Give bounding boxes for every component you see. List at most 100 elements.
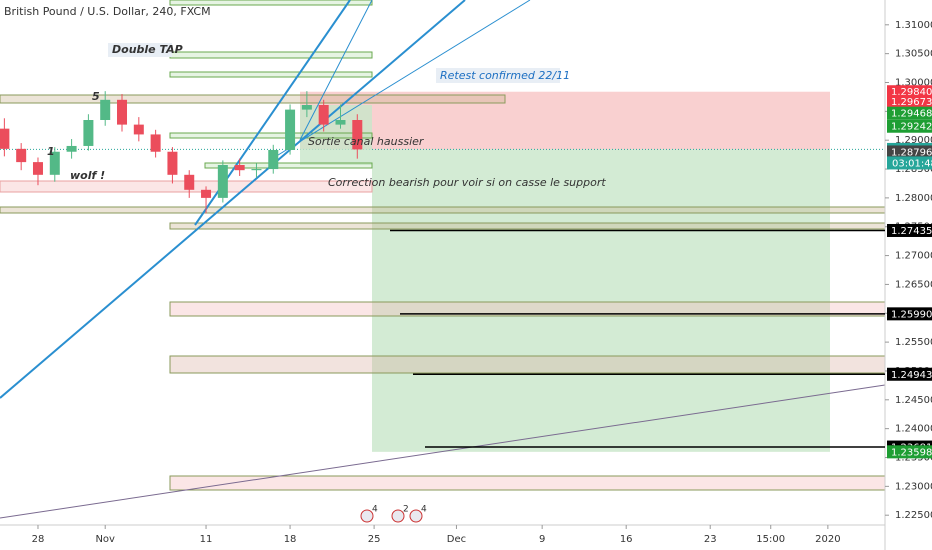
candle-body — [301, 105, 312, 110]
y-tick-label: 1.30000 — [895, 78, 932, 89]
annotation-bg — [436, 68, 560, 83]
candle-body — [251, 169, 262, 171]
zone — [169, 71, 373, 78]
trend-line — [0, 0, 466, 399]
price-label: 1.29673 — [891, 97, 932, 108]
y-tick-label: 1.30500 — [895, 49, 932, 60]
y-tick-label: 1.24000 — [895, 424, 932, 435]
x-tick-label: 15:00 — [756, 534, 785, 545]
candle-body — [49, 151, 60, 175]
price-label: 1.23598 — [891, 447, 932, 458]
candle-body — [0, 128, 10, 149]
price-label: 1.27435 — [891, 226, 932, 237]
annotation: Retest confirmed 22/11 — [440, 69, 570, 82]
y-tick-label: 1.28000 — [895, 193, 932, 204]
x-tick-label: 23 — [704, 534, 717, 545]
candle-body — [285, 109, 296, 150]
candle-body — [352, 120, 363, 150]
y-tick-label: 1.27000 — [895, 251, 932, 262]
candles — [0, 91, 363, 214]
chart-title: British Pound / U.S. Dollar, 240, FXCM — [4, 5, 211, 18]
x-tick-label: 9 — [539, 534, 545, 545]
candle-body — [32, 162, 43, 175]
y-tick-label: 1.28500 — [895, 164, 932, 175]
trend-line — [269, 0, 531, 161]
price-label: 1.24943 — [891, 370, 932, 381]
candle-body — [201, 189, 212, 198]
stop-zone — [300, 91, 830, 150]
annotation: wolf ! — [70, 169, 105, 182]
candle-body — [16, 148, 27, 163]
zone — [169, 51, 373, 59]
candle-body — [117, 99, 128, 125]
zone — [0, 94, 506, 104]
trend-line — [0, 384, 886, 519]
candle-body — [217, 165, 228, 198]
position-tool — [0, 91, 885, 452]
x-tick-label: 2020 — [815, 534, 840, 545]
event-icon — [409, 509, 423, 523]
y-tick-label: 1.26500 — [895, 279, 932, 290]
zone — [169, 0, 373, 6]
event-count: 4 — [372, 505, 378, 515]
candle-body — [150, 134, 161, 152]
price-label: 1.29242 — [891, 122, 932, 133]
y-tick-label: 1.31000 — [895, 20, 932, 31]
price-label-bg — [887, 367, 932, 381]
price-label-bg — [887, 445, 932, 459]
candle-body — [100, 99, 111, 120]
candle-body — [133, 124, 144, 135]
price-label: 1.29468 — [891, 109, 932, 120]
x-tick-label: 25 — [368, 534, 381, 545]
annotation: Double TAP — [112, 43, 183, 56]
y-tick-label: 1.24500 — [895, 395, 932, 406]
price-label-bg — [887, 106, 932, 120]
candle-body — [335, 120, 346, 125]
price-label: 1.28796 — [891, 147, 932, 158]
countdown: 03:01:48 — [892, 158, 932, 169]
x-tick-label: 11 — [200, 534, 213, 545]
price-label-bg — [887, 145, 932, 159]
zone — [169, 222, 886, 230]
x-tick-label: 16 — [620, 534, 633, 545]
countdown-bg — [887, 156, 932, 170]
zone — [0, 206, 886, 214]
annotation-bg — [108, 43, 172, 57]
zone — [204, 162, 373, 169]
price-label: 1.25990 — [891, 309, 932, 320]
candle-body — [234, 165, 245, 171]
candle-body — [83, 120, 94, 146]
x-tick-label: Nov — [95, 534, 115, 545]
candle-body — [268, 150, 279, 170]
x-tick-label: 28 — [32, 534, 45, 545]
x-tick-label: Dec — [447, 534, 466, 545]
x-tick-label: 18 — [284, 534, 297, 545]
price-label: 1.29840 — [891, 87, 932, 98]
candle-body — [167, 151, 178, 175]
annotation: Correction bearish pour voir si on casse… — [328, 176, 606, 189]
event-icon — [360, 509, 374, 523]
trend-line — [299, 0, 373, 141]
y-tick-label: 1.22500 — [895, 510, 932, 521]
annotation: 1 — [47, 145, 55, 158]
annotation: 5 — [92, 90, 100, 103]
zone — [169, 355, 886, 374]
annotation: Sortie canal haussier — [308, 135, 425, 148]
candle-body — [318, 105, 329, 125]
event-count: 2 — [403, 505, 409, 515]
zone — [169, 132, 373, 139]
y-tick-label: 1.23000 — [895, 481, 932, 492]
event-icon — [391, 509, 405, 523]
y-tick-label: 1.29000 — [895, 135, 932, 146]
price-label-bg — [887, 94, 932, 108]
price-label-bg — [887, 223, 932, 237]
zone — [169, 475, 886, 491]
target-zone — [372, 149, 830, 452]
candle-body — [66, 145, 77, 152]
y-tick-label: 1.25500 — [895, 337, 932, 348]
price-label-bg — [887, 119, 932, 133]
candle-body — [184, 174, 195, 190]
price-label-bg — [887, 307, 932, 321]
event-count: 4 — [421, 505, 427, 515]
